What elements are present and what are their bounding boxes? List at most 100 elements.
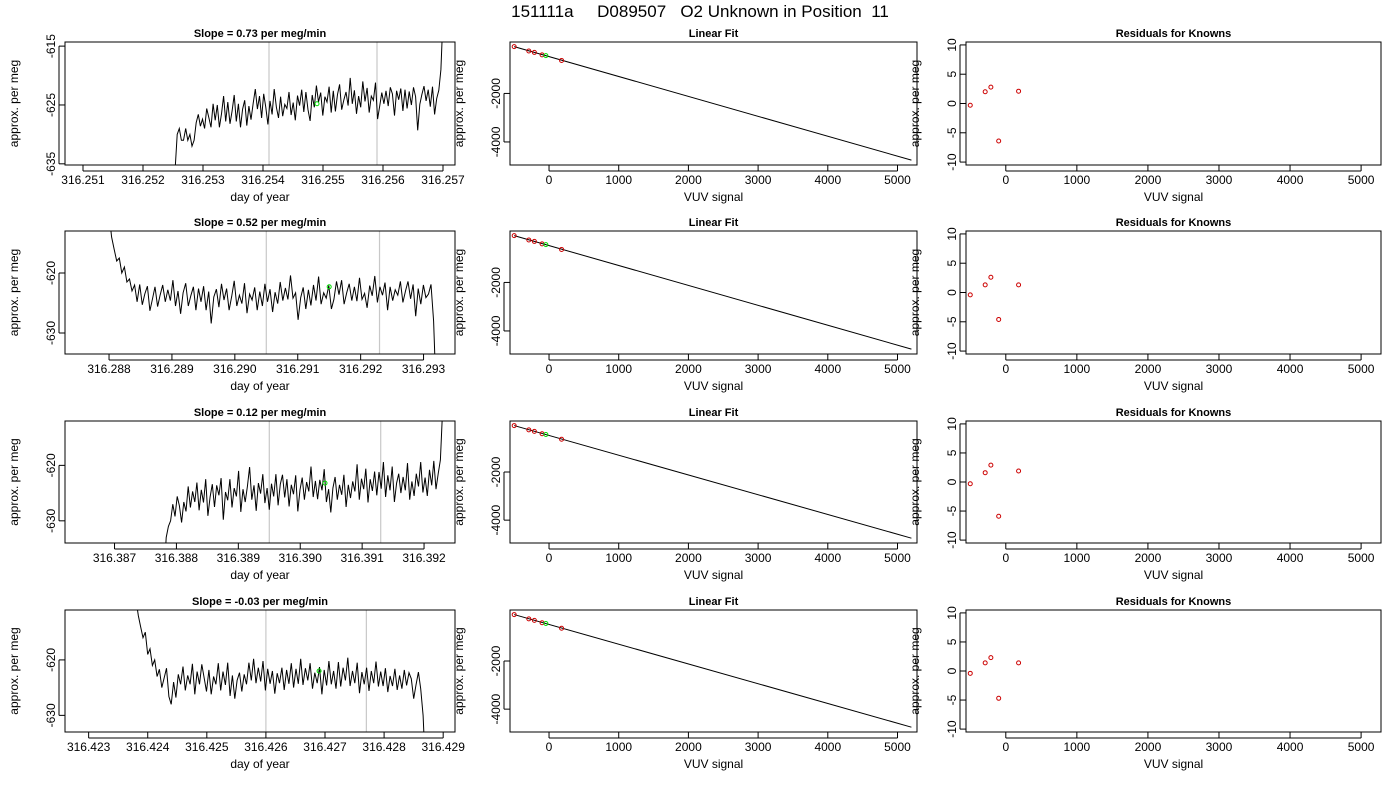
x-tick-label: 316.253 — [181, 173, 225, 187]
x-tick-label: 316.293 — [402, 362, 446, 376]
x-tick-label: 316.292 — [339, 362, 383, 376]
x-tick-label: 316.388 — [155, 551, 199, 565]
timeseries-panel: Slope = 0.12 per meg/min 316.387 316.388 31… — [7, 407, 456, 582]
y-tick-label: -10 — [945, 720, 959, 738]
x-tick-label: 316.423 — [67, 740, 111, 754]
x-axis-label: day of year — [230, 568, 289, 582]
residual-point — [967, 670, 973, 676]
y-tick-label: -10 — [945, 153, 959, 171]
y-tick-label: -2000 — [489, 267, 503, 298]
plot-frame — [965, 230, 1382, 355]
x-tick-label: 2000 — [1135, 740, 1162, 754]
y-axis-label: approx. per meg — [452, 249, 466, 336]
x-axis-label: VUV signal — [1144, 379, 1203, 393]
timeseries-panel: Slope = 0.73 per meg/min 316.251 316.252 31… — [7, 28, 465, 204]
residual-point — [996, 138, 1002, 144]
y-tick-label: -635 — [44, 151, 58, 175]
timeseries-panel: Slope = 0.52 per meg/min 316.288 316.289 31… — [7, 217, 456, 393]
x-tick-label: 5000 — [884, 362, 911, 376]
x-tick-label: 2000 — [1135, 362, 1162, 376]
x-tick-label: 1000 — [605, 551, 632, 565]
x-tick-label: 5000 — [1348, 173, 1375, 187]
y-tick-label: -10 — [945, 531, 959, 549]
y-tick-label: 10 — [945, 417, 959, 431]
y-tick-label: -4000 — [489, 315, 503, 346]
x-tick-label: 316.429 — [421, 740, 465, 754]
x-axis-label: VUV signal — [684, 190, 743, 204]
x-tick-label: 3000 — [1206, 740, 1233, 754]
x-tick-label: 316.291 — [276, 362, 320, 376]
residuals-panel: Residuals for Knowns 0 1000 2000 3000 4000 500… — [908, 28, 1382, 204]
y-tick-label: -2000 — [489, 456, 503, 487]
unknown-point — [316, 668, 322, 674]
plot-frame — [965, 420, 1382, 544]
residual-point — [1016, 88, 1022, 94]
unknown-point — [543, 242, 549, 248]
y-tick-label: -615 — [44, 34, 58, 58]
y-tick-label: 0 — [945, 667, 959, 674]
y-tick-label: -4000 — [489, 693, 503, 724]
residual-point — [1016, 660, 1022, 666]
residual-point — [996, 695, 1002, 701]
x-tick-label: 5000 — [1348, 362, 1375, 376]
y-tick-label: 5 — [945, 71, 959, 78]
x-tick-label: 0 — [1002, 173, 1009, 187]
plot-frame — [965, 609, 1382, 733]
x-tick-label: 5000 — [884, 551, 911, 565]
x-tick-label: 316.251 — [61, 173, 105, 187]
plot-area — [511, 44, 912, 161]
y-axis-label: approx. per meg — [7, 60, 21, 147]
y-tick-label: 0 — [945, 100, 959, 107]
linear-fit-panel: Linear Fit 0 1000 2000 3000 4000 5000 -2000 -400… — [452, 596, 918, 771]
panel-title: Residuals for Knowns — [1116, 28, 1232, 40]
panel-title: Linear Fit — [689, 28, 739, 40]
x-tick-label: 2000 — [675, 173, 702, 187]
panel-title: Linear Fit — [689, 596, 739, 608]
known-point — [511, 423, 517, 429]
fit-line — [514, 235, 912, 350]
x-tick-label: 316.288 — [87, 362, 131, 376]
x-tick-label: 1000 — [1064, 173, 1091, 187]
x-tick-label: 316.257 — [421, 173, 465, 187]
x-tick-label: 3000 — [745, 551, 772, 565]
y-tick-label: 10 — [945, 227, 959, 241]
x-tick-label: 5000 — [884, 740, 911, 754]
known-point — [531, 428, 537, 434]
y-tick-label: 10 — [945, 606, 959, 620]
y-tick-label: -5 — [945, 127, 959, 138]
x-tick-label: 4000 — [1277, 551, 1304, 565]
x-tick-label: 5000 — [1348, 740, 1375, 754]
x-tick-label: 4000 — [1277, 740, 1304, 754]
plot-frame — [509, 230, 918, 355]
known-point — [531, 49, 537, 55]
x-tick-label: 5000 — [1348, 551, 1375, 565]
fit-line — [514, 425, 912, 539]
known-point — [511, 233, 517, 239]
x-axis-label: VUV signal — [684, 568, 743, 582]
plot-area — [110, 231, 436, 354]
plot-area — [511, 612, 912, 728]
x-tick-label: 0 — [1002, 740, 1009, 754]
y-axis-label: approx. per meg — [452, 438, 466, 525]
known-point — [511, 44, 517, 50]
y-tick-label: 5 — [945, 449, 959, 456]
y-tick-label: -5 — [945, 316, 959, 327]
unknown-point — [314, 101, 320, 107]
x-tick-label: 316.428 — [362, 740, 406, 754]
plot-area — [967, 84, 1022, 144]
plot-frame — [64, 41, 456, 166]
x-tick-label: 316.256 — [361, 173, 405, 187]
x-tick-label: 1000 — [605, 362, 632, 376]
y-tick-label: -620 — [44, 261, 58, 285]
y-axis-label: approx. per meg — [7, 627, 21, 714]
x-tick-label: 3000 — [745, 362, 772, 376]
y-tick-label: -5 — [945, 505, 959, 516]
known-point — [526, 48, 532, 54]
plot-area — [511, 233, 912, 350]
x-tick-label: 2000 — [1135, 173, 1162, 187]
fit-line — [514, 46, 912, 161]
y-tick-label: -2000 — [489, 78, 503, 109]
x-tick-label: 316.427 — [303, 740, 347, 754]
linear-fit-panel: Linear Fit 0 1000 2000 3000 4000 5000 -2000 -400… — [452, 407, 918, 582]
